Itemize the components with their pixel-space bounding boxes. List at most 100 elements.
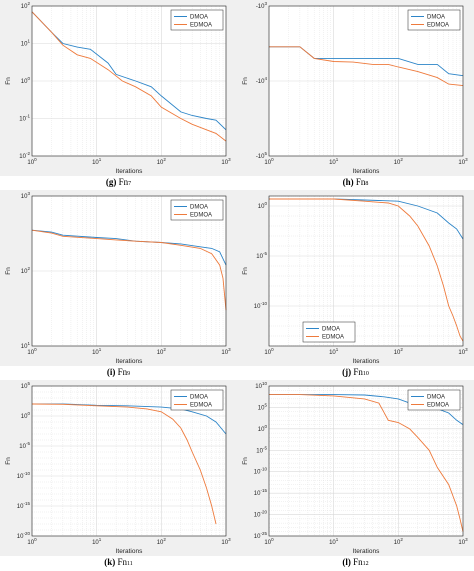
x-tick-label: 102 [157, 157, 167, 166]
caption-letter: (h) [342, 177, 354, 187]
legend-label-dmoa: DMOA [427, 15, 445, 21]
caption-letter: (l) [342, 557, 351, 567]
y-tick-label: 101 [21, 341, 31, 350]
legend-label-dmoa: DMOA [190, 205, 208, 211]
series-line-edmoa [31, 229, 227, 311]
series-line-edmoa [31, 11, 227, 142]
y-tick-label: -103 [256, 1, 268, 10]
y-tick-label: -104 [256, 76, 268, 85]
x-tick-label: 100 [264, 537, 274, 546]
x-axis-label: Iterations [116, 168, 143, 175]
y-axis-label: Fn [242, 267, 249, 275]
caption-fn: Fn [355, 177, 366, 187]
caption-letter: (i) [106, 367, 116, 377]
x-tick-label: 102 [394, 537, 404, 546]
y-axis-label: Fn [242, 77, 249, 85]
chart-svg-h: 100 101 102 103 -103 -104 -105 Iterations Fn DMOA… [237, 0, 474, 176]
series-line-dmoa [31, 11, 227, 131]
caption-h: (h) Fn8 [237, 177, 474, 187]
x-tick-label: 101 [92, 157, 102, 166]
y-tick-label: 100 [21, 411, 31, 420]
legend-label-dmoa: DMOA [190, 395, 208, 401]
axes-box [268, 385, 464, 537]
legend-label-dmoa: DMOA [427, 395, 445, 401]
y-tick-label: 10-15 [254, 488, 268, 497]
y-axis-label: Fn [5, 457, 12, 465]
x-axis-label: Iterations [353, 168, 380, 175]
caption-fn: Fn [353, 367, 363, 377]
caption-sub: 9 [127, 371, 131, 377]
chart-panel-k: 100 101 102 103 105 100 10-5 10-10 10-15 10-20 Ite… [0, 380, 237, 571]
y-tick-label: 105 [21, 381, 31, 390]
x-tick-label: 103 [221, 157, 231, 166]
caption-letter: (j) [342, 367, 352, 377]
series-line-edmoa [31, 403, 217, 525]
legend-label-edmoa: EDMOA [190, 403, 212, 409]
y-tick-label: 10-20 [254, 510, 268, 519]
caption-fn: Fn [118, 177, 129, 187]
caption-letter: (g) [105, 177, 117, 187]
y-tick-label: 10-15 [17, 501, 31, 510]
chart-panel-h: 100 101 102 103 -103 -104 -105 Iterations Fn DMOA… [237, 0, 474, 190]
x-axis-label: Iterations [353, 358, 380, 365]
y-tick-label: 10-10 [254, 467, 268, 476]
chart-svg-l: 100 101 102 103 1010 105 100 10-5 10-10 10-15 10-2… [237, 380, 474, 556]
caption-k: (k) Fn11 [0, 557, 237, 567]
axes-box [31, 5, 227, 157]
caption-fn: Fn [353, 557, 363, 567]
x-tick-label: 103 [221, 537, 231, 546]
y-axis-label: Fn [242, 457, 249, 465]
x-tick-label: 100 [264, 157, 274, 166]
x-tick-label: 100 [264, 347, 274, 356]
y-tick-label: 100 [258, 201, 268, 210]
x-tick-label: 101 [329, 157, 339, 166]
y-tick-label: -105 [256, 151, 268, 160]
series-line-edmoa [269, 46, 464, 87]
chart-panel-i: 100 101 102 103 103 102 101 Iterations Fn DMOA EDM… [0, 190, 237, 380]
x-axis-label: Iterations [116, 548, 143, 555]
y-tick-label: 10-10 [17, 471, 31, 480]
x-tick-label: 100 [27, 537, 37, 546]
caption-sub: 11 [126, 561, 133, 567]
y-axis-label: Fn [5, 267, 12, 275]
y-tick-label: 10-5 [19, 441, 30, 450]
plot-area [32, 386, 226, 536]
y-tick-label: 102 [21, 266, 31, 275]
legend-label-dmoa: DMOA [322, 327, 340, 333]
legend-label-edmoa: EDMOA [427, 403, 449, 409]
y-tick-label: 101 [21, 39, 31, 48]
x-tick-label: 102 [157, 347, 167, 356]
x-tick-label: 100 [27, 157, 37, 166]
caption-sub: 7 [128, 181, 132, 187]
axes-box [31, 195, 227, 347]
y-tick-label: 10-5 [256, 445, 267, 454]
y-tick-label: 103 [21, 191, 31, 200]
chart-svg-j: 100 101 102 103 100 10-5 10-10 Iterations Fn DMOA… [237, 190, 474, 366]
y-tick-label: 10-10 [254, 301, 268, 310]
x-tick-label: 103 [458, 537, 468, 546]
axes-box [268, 195, 464, 347]
axes-box [268, 5, 464, 157]
chart-panel-j: 100 101 102 103 100 10-5 10-10 Iterations Fn DMOA… [237, 190, 474, 380]
caption-fn: Fn [117, 557, 127, 567]
x-tick-label: 103 [458, 347, 468, 356]
chart-svg-g: 100 101 102 103 102 101 100 10-1 10-2 Iterations F… [0, 0, 237, 176]
y-tick-label: 10-20 [17, 531, 31, 540]
y-axis-label: Fn [5, 77, 12, 85]
chart-panel-l: 100 101 102 103 1010 105 100 10-5 10-10 10-15 10-2… [237, 380, 474, 571]
series-line-edmoa [269, 394, 464, 532]
legend-label-edmoa: EDMOA [190, 23, 212, 29]
axes-box [31, 385, 227, 537]
chart-svg-i: 100101102103103102101IterationsFnDMOAEDM… [0, 190, 237, 366]
caption-j: (j) Fn10 [237, 367, 474, 377]
y-tick-label: 10-5 [256, 251, 267, 260]
x-tick-label: 101 [92, 537, 102, 546]
x-tick-label: 102 [394, 157, 404, 166]
caption-fn: Fn [117, 367, 128, 377]
caption-sub: 10 [362, 371, 369, 377]
series-line-dmoa [269, 394, 464, 425]
y-tick-label: 102 [21, 1, 31, 10]
legend-label-edmoa: EDMOA [427, 23, 449, 29]
x-tick-label: 100 [27, 347, 37, 356]
caption-sub: 8 [365, 181, 369, 187]
